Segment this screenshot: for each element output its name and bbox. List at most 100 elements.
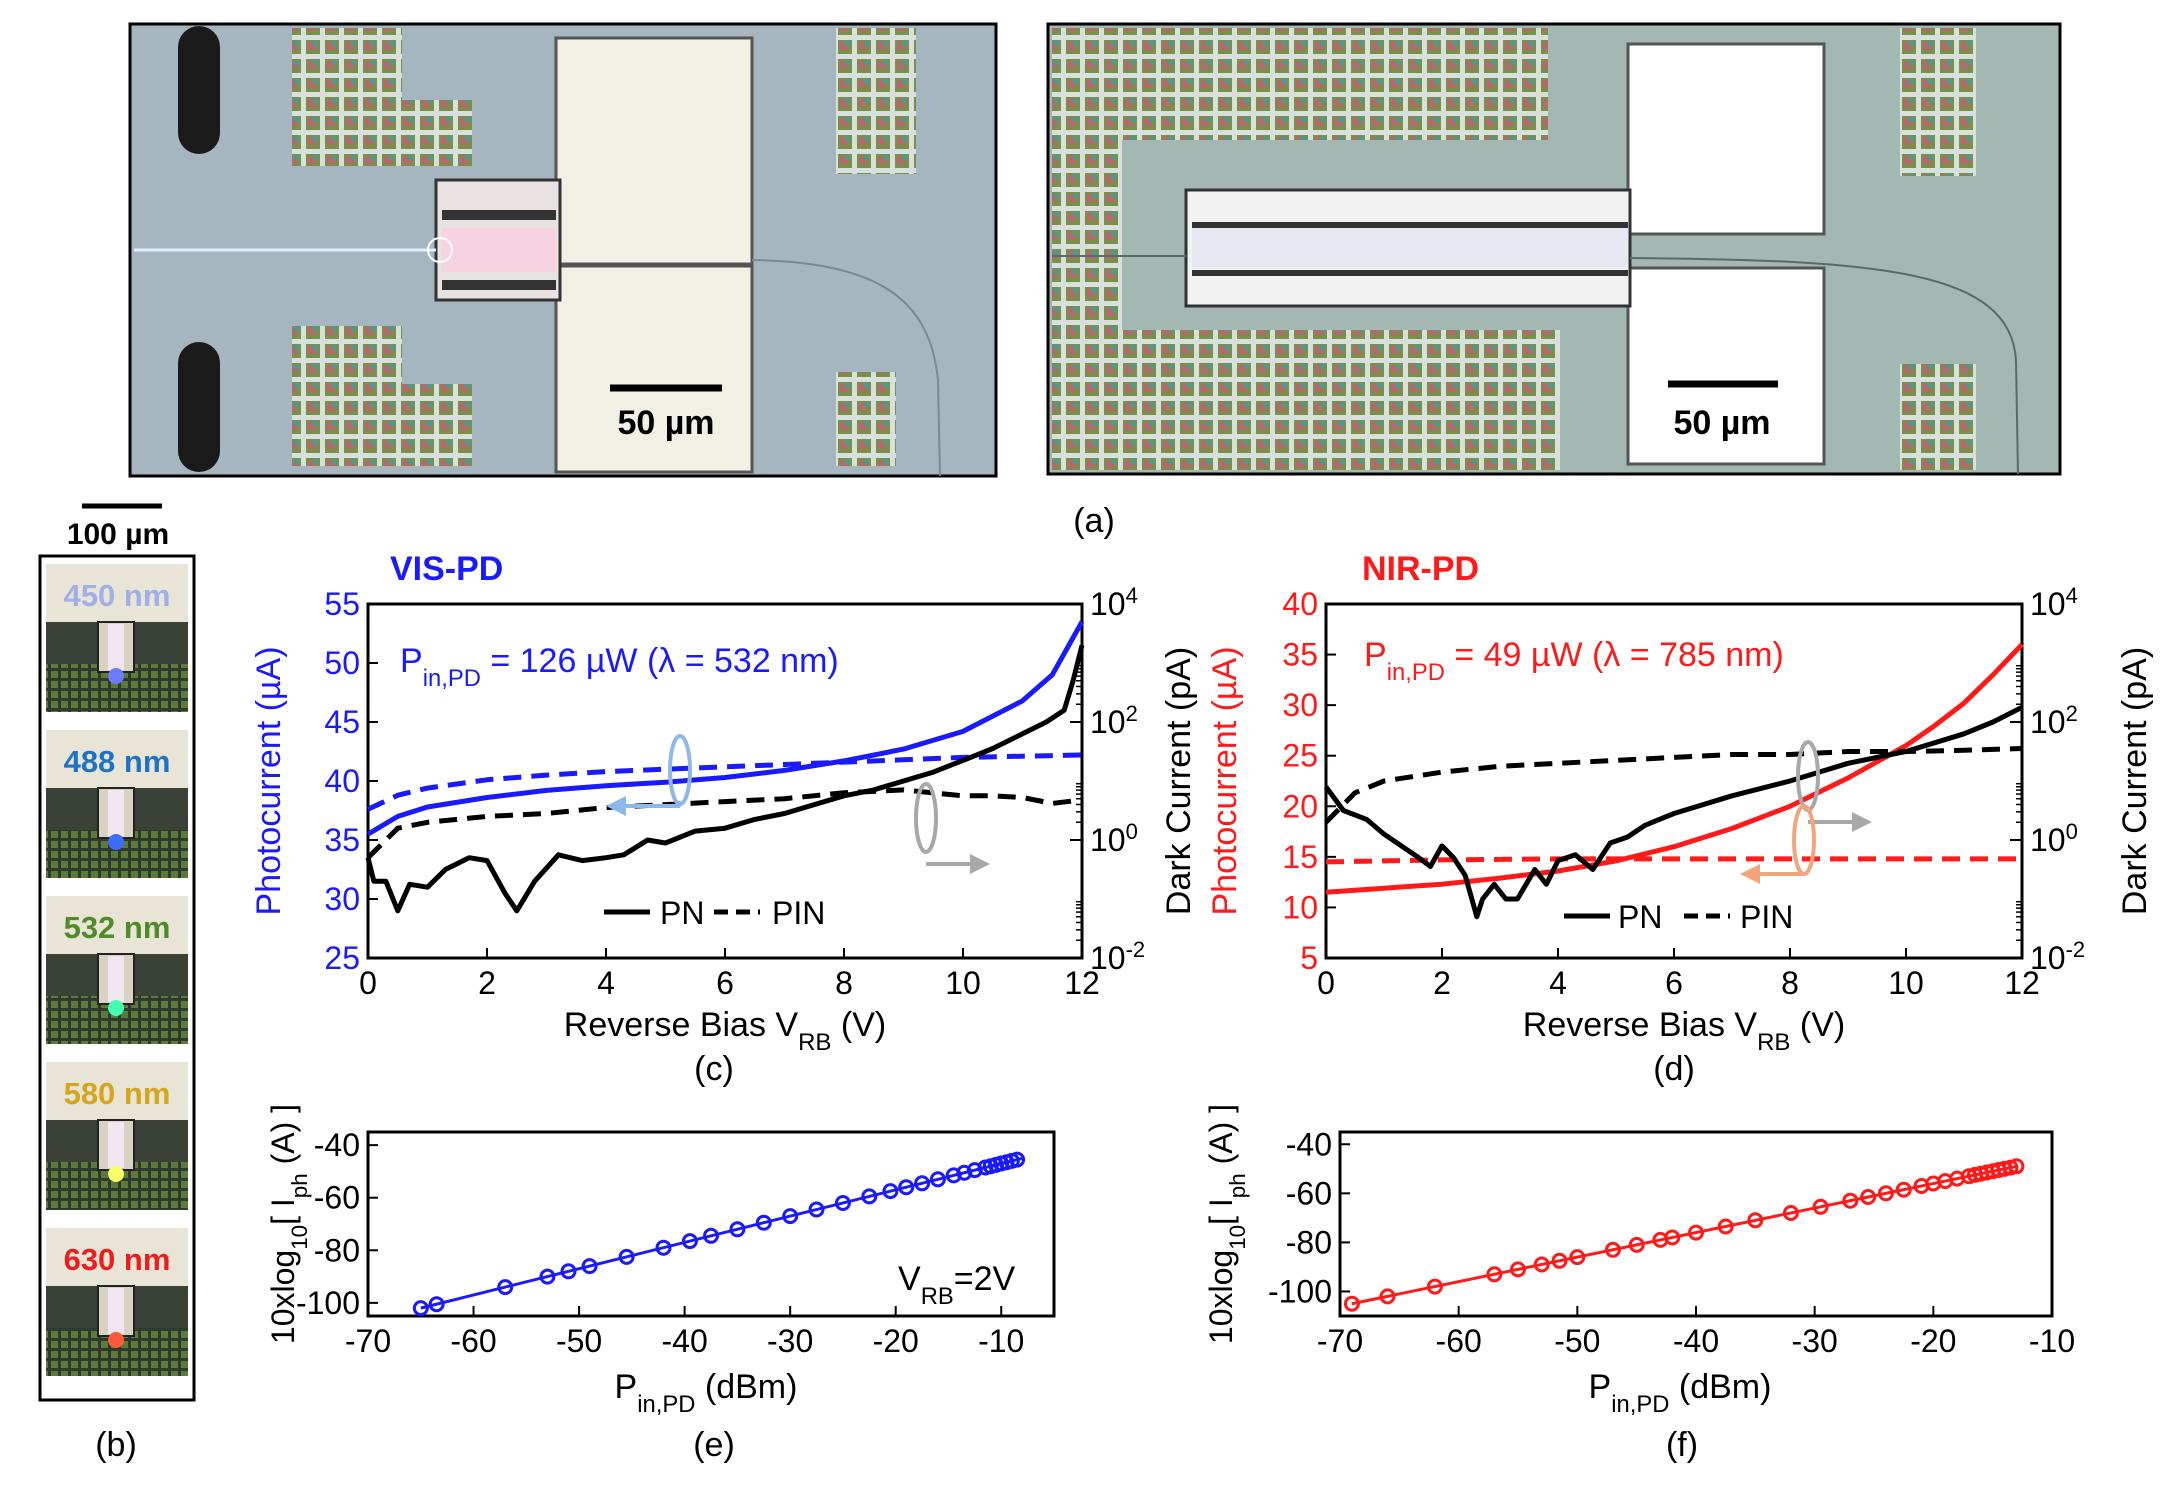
xlabel-d: Reverse Bias VRB (V) (1523, 1006, 1845, 1056)
wavelength-label: 532 nm (64, 910, 171, 945)
data-point (1717, 1218, 1734, 1235)
x-tick-label: 8 (835, 965, 853, 1001)
fit-line (420, 1156, 1023, 1310)
data-point (1551, 1252, 1568, 1269)
y2-tick-label: 102 (1090, 701, 1138, 741)
wavelength-cell: 532 nm (46, 896, 188, 1044)
plot-frame-f (1338, 1130, 2054, 1318)
y2-tick-label: 104 (1090, 583, 1138, 623)
wavelength-cell: 450 nm (46, 564, 188, 712)
wavelength-cell: 488 nm (46, 730, 188, 878)
data-point (497, 1279, 514, 1296)
y-tick-label: -100 (296, 1285, 360, 1321)
y-tick-label: 15 (1282, 839, 1318, 875)
data-point (834, 1195, 851, 1211)
panel-f: -70 -60 -50 -40 -30 -20 -10 -100 -80 -60 -40 10xlo… (1203, 1104, 2075, 1464)
y2-tick-label: 10-2 (2030, 937, 2085, 977)
title-d: NIR-PD (1362, 550, 1479, 588)
x-tick-label: -70 (1317, 1323, 1363, 1359)
micrograph-vis-pd: 50 µm (128, 22, 998, 478)
wavelength-label: 450 nm (64, 578, 171, 613)
y2-tick-label: 104 (2030, 583, 2078, 623)
y-tick-label: -40 (1286, 1126, 1332, 1162)
y-tick-label: -80 (1286, 1224, 1332, 1260)
x-tick-label: -50 (556, 1323, 602, 1359)
y-tick-label: 5 (1300, 940, 1318, 976)
y-tick-label: 35 (324, 822, 360, 858)
series-photocurrent-pn (1325, 642, 2024, 895)
series-photocurrent-pin (366, 752, 1083, 812)
series-dark-current-pn (1323, 705, 2024, 920)
x-tick-label: 12 (1064, 965, 1100, 1001)
data-point (882, 1183, 899, 1200)
y-tick-label: -60 (1286, 1175, 1332, 1211)
title-c: VIS-PD (390, 550, 503, 588)
x-tick-label: 6 (716, 965, 734, 1001)
y-tick-label: -40 (314, 1127, 360, 1163)
data-point (966, 1162, 983, 1179)
wavelength-label: 580 nm (64, 1076, 171, 1111)
y2-tick-label: 10-2 (1090, 937, 1145, 977)
panel-e: -70 -60 -50 -40 -30 -20 -10 -100 -80 -60 -40 VRB=2… (265, 1104, 1056, 1464)
data-point (929, 1171, 946, 1188)
y-tick-label: 30 (324, 881, 360, 917)
x-tick-label: 8 (1781, 965, 1799, 1001)
y-tick-label: -80 (314, 1232, 360, 1268)
y-tick-label: 30 (1282, 687, 1318, 723)
x-tick-label: 10 (1888, 965, 1924, 1001)
data-point (539, 1268, 556, 1285)
legend-pin-c: PIN (772, 895, 825, 931)
axis-indicator-right-c (914, 782, 938, 854)
y-tick-label: 10 (1282, 889, 1318, 925)
ylabel-f: 10xlog10[ Iph (A) ] (1203, 1104, 1250, 1344)
y-tick-label: -60 (314, 1180, 360, 1216)
data-point (1569, 1249, 1586, 1266)
data-point (618, 1248, 635, 1265)
x-tick-label: 4 (1549, 965, 1567, 1001)
light-spot (108, 1000, 124, 1016)
power-annotation-d: Pin,PD = 49 µW (λ = 785 nm) (1364, 636, 1784, 686)
data-point (1510, 1261, 1526, 1278)
annotation-vrb-e: VRB=2V (898, 1260, 1016, 1310)
data-point (945, 1167, 962, 1184)
y2-tick-label: 100 (1090, 819, 1138, 859)
y-tick-label: 25 (1282, 738, 1318, 774)
xlabel-c: Reverse Bias VRB (V) (564, 1006, 886, 1056)
legend-pn-c: PN (660, 895, 704, 931)
data-point (755, 1214, 772, 1231)
panel-c: VIS-PD 0 2 4 6 8 10 12 25 30 35 40 45 50 55 10-2 100 102… (250, 550, 1198, 1088)
data-point (1009, 1151, 1026, 1168)
wavelength-cell: 580 nm (46, 1062, 188, 1210)
data-point (1426, 1278, 1443, 1295)
data-point (2008, 1158, 2025, 1175)
x-tick-label: -60 (450, 1323, 496, 1359)
series-photocurrent-pin (1325, 856, 2022, 865)
axis-indicator-left-d (1792, 804, 1816, 876)
ylabel-e: 10xlog10[ Iph (A) ] (265, 1104, 312, 1344)
scale-label-right: 50 µm (1673, 404, 1770, 442)
y-tick-label: 55 (324, 586, 360, 622)
data-point (1782, 1205, 1799, 1221)
y-tick-label: -100 (1268, 1273, 1332, 1309)
xlabel-e: Pin,PD (dBm) (615, 1368, 798, 1418)
x-tick-label: 12 (2004, 965, 2040, 1001)
data-point (703, 1227, 719, 1244)
y2-tick-label: 100 (2030, 819, 2078, 859)
y-tick-label: 50 (324, 645, 360, 681)
data-point (1895, 1181, 1912, 1198)
y-tick-label: 20 (1282, 788, 1318, 824)
power-annotation-c: Pin,PD = 126 µW (λ = 532 nm) (400, 642, 839, 692)
x-tick-label: 10 (945, 965, 981, 1001)
x-tick-label: -60 (1436, 1323, 1482, 1359)
x-tick-label: -10 (978, 1323, 1024, 1359)
x-tick-label: -10 (2029, 1323, 2075, 1359)
ylabel-right-d: Dark Current (pA) (2116, 647, 2154, 915)
caption-d: (d) (1653, 1050, 1695, 1088)
x-tick-label: 4 (597, 965, 615, 1001)
caption-f: (f) (1666, 1426, 1698, 1464)
xlabel-f: Pin,PD (dBm) (1589, 1368, 1772, 1418)
series-dark-current-pn (365, 644, 1085, 914)
caption-c: (c) (694, 1050, 734, 1088)
series-photocurrent-pn (366, 620, 1085, 837)
series-dark-current-pin (366, 787, 1083, 860)
